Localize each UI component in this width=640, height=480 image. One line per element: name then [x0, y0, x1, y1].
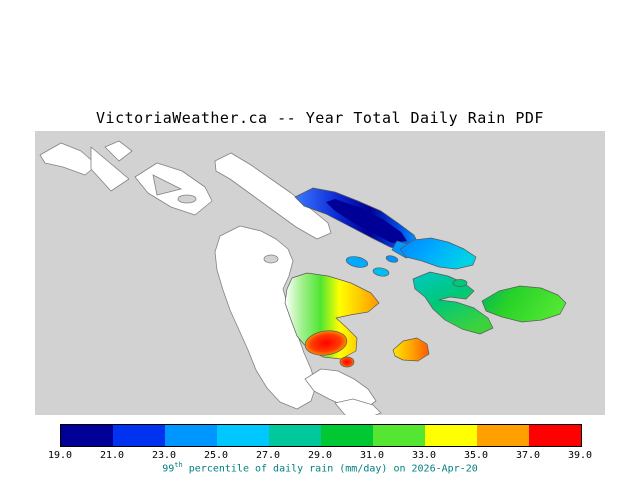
rain-region-red — [304, 330, 348, 356]
rain-dot-red — [339, 356, 355, 368]
rain-region-gradient-central — [284, 272, 380, 360]
rain-islet-cyan — [345, 256, 369, 268]
colorbar-segment — [529, 425, 581, 446]
colorbar-tick-label: 29.0 — [307, 450, 333, 461]
land-shape — [39, 142, 98, 176]
colorbar — [60, 424, 582, 447]
map-area — [35, 131, 605, 415]
colorbar-segment — [165, 425, 217, 446]
rain-islet-cyan — [385, 255, 399, 263]
rain-region-cyan — [399, 237, 477, 270]
colorbar-tick-label: 35.0 — [463, 450, 489, 461]
plot-title: VictoriaWeather.ca -- Year Total Daily R… — [96, 109, 544, 127]
sea-background — [35, 131, 605, 415]
rain-data-regions — [284, 187, 567, 368]
rain-region-orange — [392, 337, 430, 362]
caption-ordinal: th — [174, 461, 183, 469]
caption-number: 99 — [162, 463, 175, 475]
rain-region-green — [481, 285, 567, 323]
colorbar-segment — [373, 425, 425, 446]
colorbar-segment — [321, 425, 373, 446]
caption-text: percentile of daily rain (mm/day) on 202… — [182, 463, 478, 475]
colorbar-segment — [61, 425, 113, 446]
land-shape — [104, 140, 133, 162]
colorbar-tick-label: 23.0 — [151, 450, 177, 461]
land-shape — [304, 368, 377, 410]
colorbar-tick-label: 27.0 — [255, 450, 281, 461]
rain-islet-green — [452, 279, 468, 287]
islet-shapes — [152, 174, 279, 264]
colorbar-tick-label: 21.0 — [99, 450, 125, 461]
map-svg — [35, 131, 605, 415]
colorbar-ticks: 19.0 21.0 23.0 25.0 27.0 29.0 31.0 33.0 35.0 37.0… — [0, 450, 640, 462]
islet — [263, 254, 279, 264]
colorbar-segment — [217, 425, 269, 446]
channel-shape — [214, 152, 332, 240]
land-shape — [334, 398, 382, 415]
islet — [177, 194, 197, 204]
islet — [152, 174, 183, 196]
legend-caption: 99th percentile of daily rain (mm/day) o… — [0, 461, 640, 474]
land-shape — [90, 146, 130, 192]
colorbar-tick-label: 25.0 — [203, 450, 229, 461]
colorbar-tick-label: 31.0 — [359, 450, 385, 461]
rain-islet-cyan — [372, 267, 390, 277]
colorbar-segment — [425, 425, 477, 446]
rain-region-navy-core — [326, 199, 407, 243]
colorbar-segment — [269, 425, 321, 446]
colorbar-tick-label: 19.0 — [47, 450, 73, 461]
colorbar-tick-label: 37.0 — [515, 450, 541, 461]
colorbar-segment — [113, 425, 165, 446]
colorbar-segment — [477, 425, 529, 446]
colorbar-tick-label: 33.0 — [411, 450, 437, 461]
colorbar-tick-label: 39.0 — [567, 450, 593, 461]
